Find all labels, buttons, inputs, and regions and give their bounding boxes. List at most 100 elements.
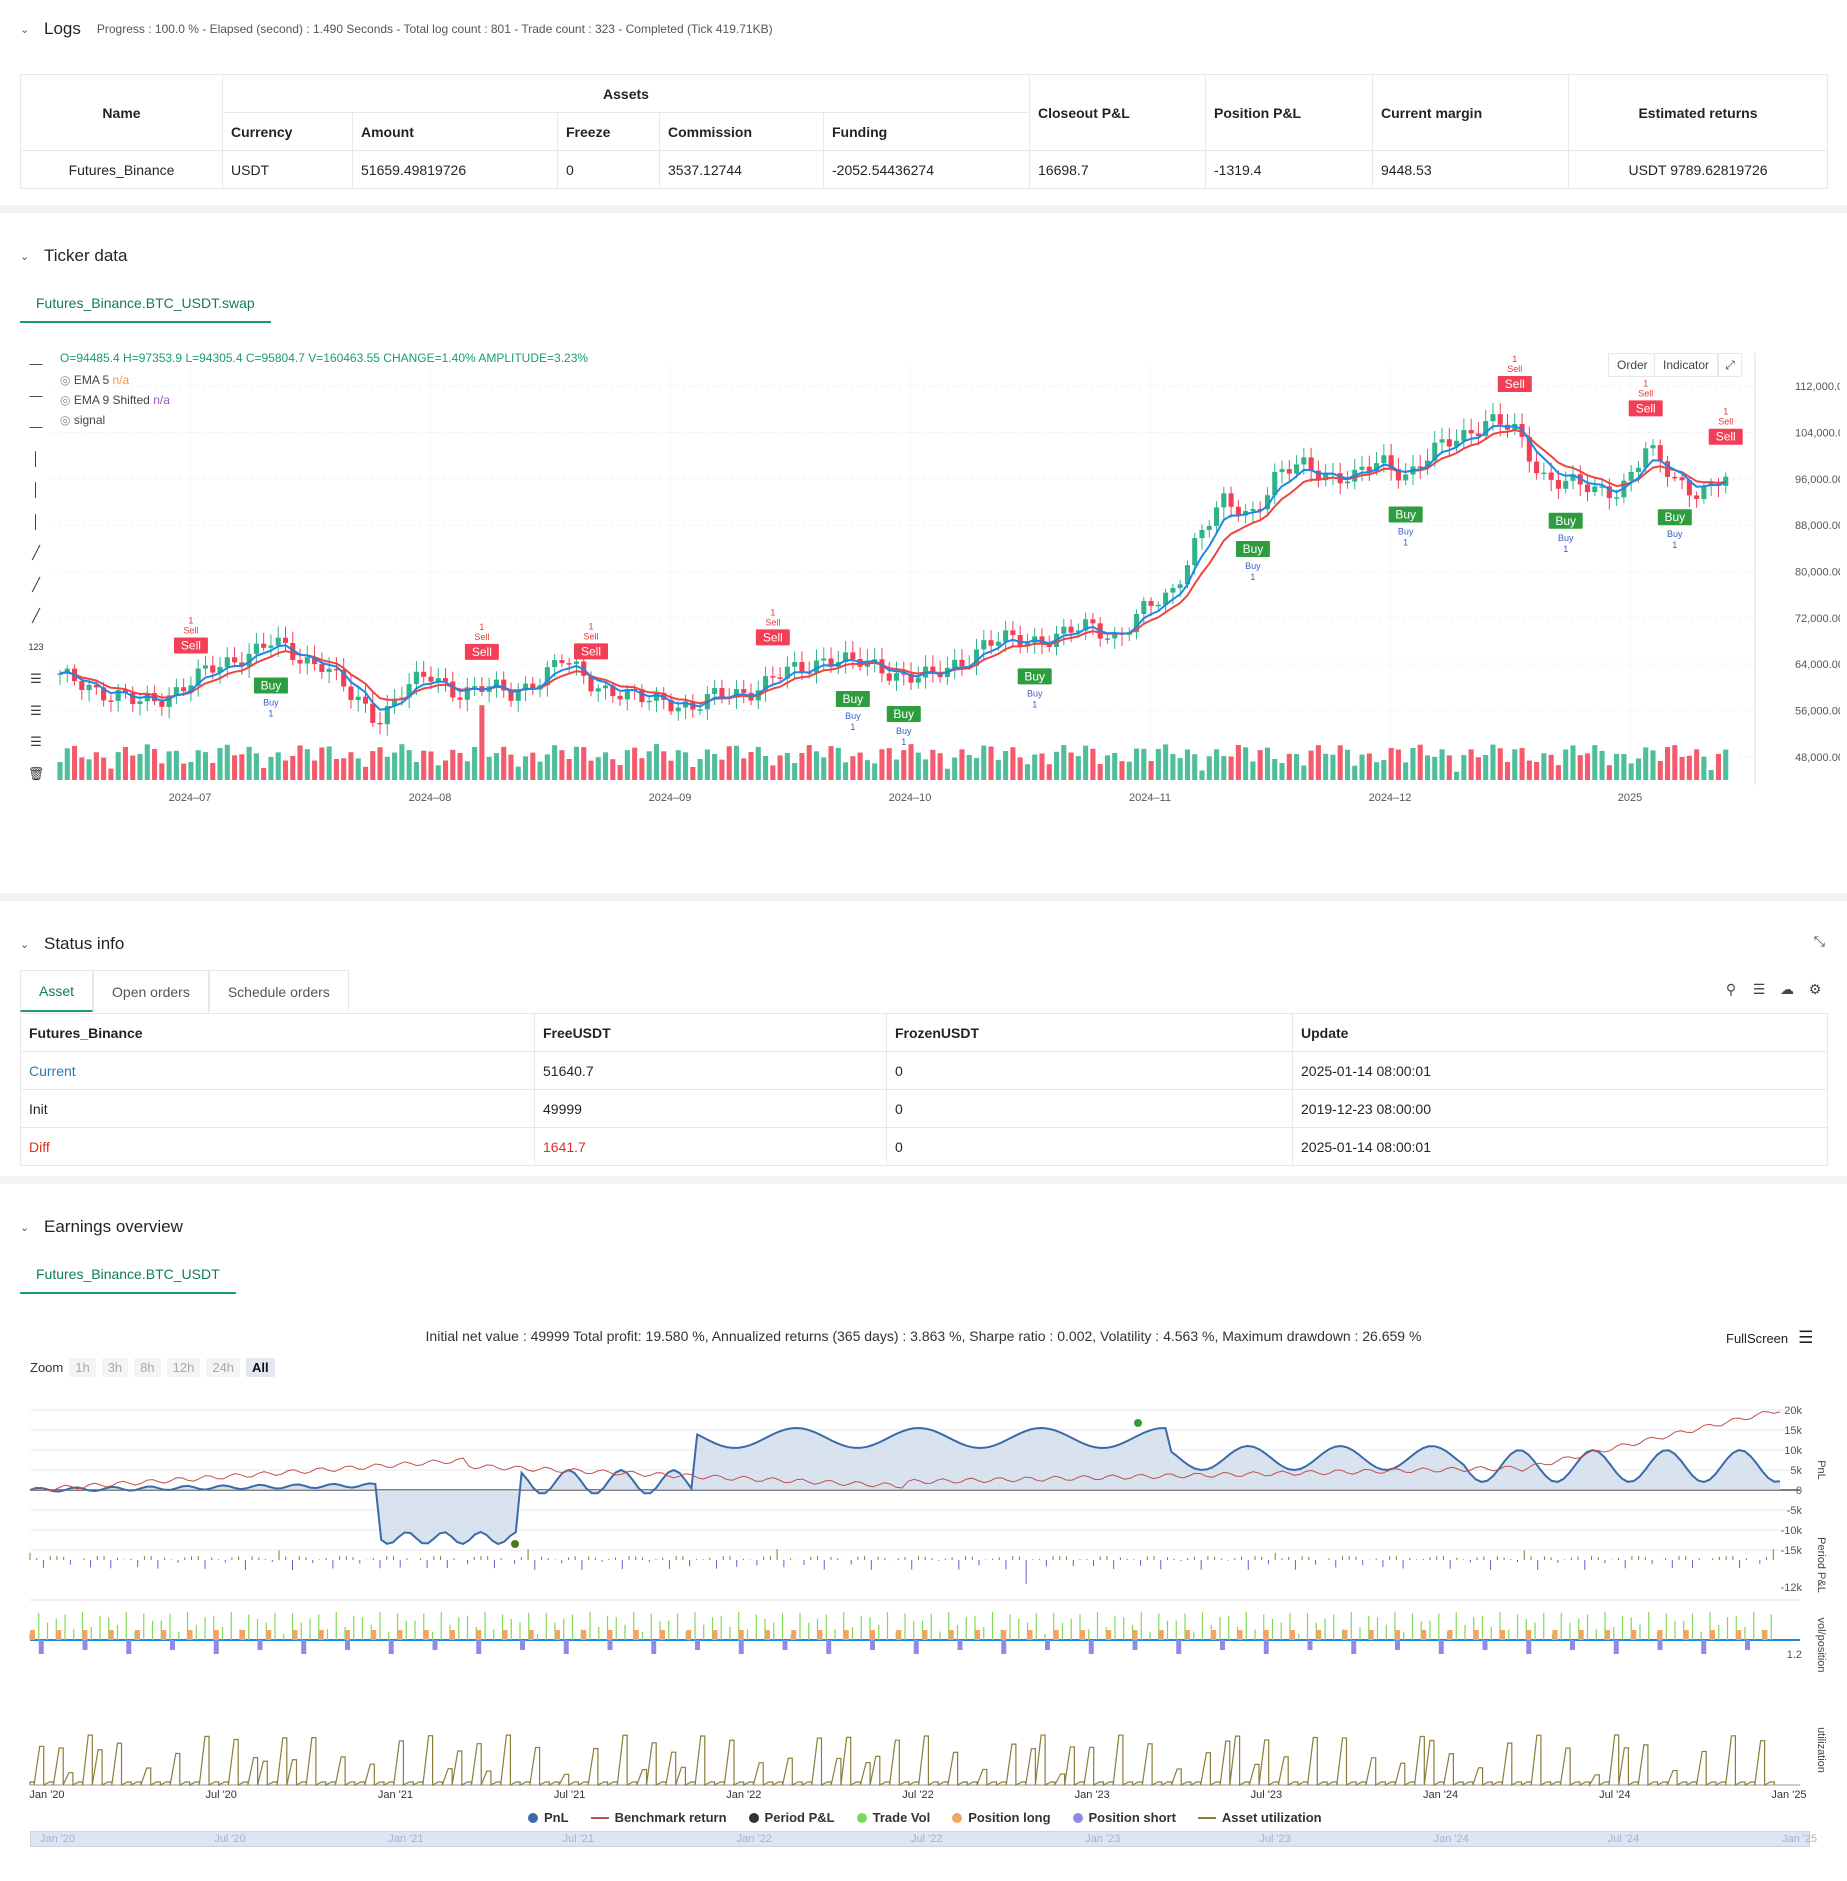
eye-icon[interactable]: ◎ xyxy=(60,393,74,407)
status-header[interactable]: ⌄ Status info xyxy=(20,929,124,959)
search-icon[interactable]: ⚲ xyxy=(1725,981,1737,997)
position-long-bar xyxy=(1500,1630,1505,1640)
candlestick-chart[interactable]: 112,000.00 104,000.00 96,000.00 88,000.00 80… xyxy=(40,353,1840,823)
chevron-down-icon[interactable]: ⌄ xyxy=(20,23,30,36)
vertical-ray-tool-icon[interactable]: │ xyxy=(31,482,41,497)
position-long-bar xyxy=(1421,1630,1427,1640)
legend-item[interactable]: PnL xyxy=(528,1810,569,1825)
candle-body xyxy=(1417,466,1423,468)
candle-body xyxy=(799,662,805,673)
indicator-legend-item[interactable]: ◎ signal xyxy=(60,410,170,430)
legend-swatch-icon xyxy=(590,1816,609,1819)
panel-side-label: PnL xyxy=(1815,1460,1827,1480)
horizontal-line-tool-icon[interactable]: — xyxy=(29,356,43,371)
candle-body xyxy=(333,668,339,671)
tab-schedule-orders[interactable]: Schedule orders xyxy=(208,970,349,1012)
trash-icon[interactable]: 🗑 xyxy=(27,765,45,781)
tab-open-orders[interactable]: Open orders xyxy=(93,970,209,1012)
fullscreen-icon[interactable]: ⤢ xyxy=(1718,353,1742,377)
candle xyxy=(1628,465,1634,492)
indicator-button[interactable]: Indicator xyxy=(1654,353,1719,377)
fullscreen-button[interactable]: FullScreen ☰ xyxy=(1726,1328,1813,1348)
candle xyxy=(1308,447,1314,482)
volume-bar xyxy=(232,755,238,780)
zoom-24h[interactable]: 24h xyxy=(206,1358,241,1377)
eye-icon[interactable]: ◎ xyxy=(60,413,74,427)
col-name: Name xyxy=(20,74,223,151)
position-long-bar xyxy=(1526,1630,1532,1640)
volume-bar xyxy=(1555,765,1561,780)
signal-name: Sell xyxy=(183,625,198,635)
zoom-3h[interactable]: 3h xyxy=(101,1358,129,1377)
zoom-12h[interactable]: 12h xyxy=(166,1358,201,1377)
zoom-8h[interactable]: 8h xyxy=(134,1358,161,1377)
cloud-download-icon[interactable]: ☁ xyxy=(1780,981,1794,997)
segment-tool-icon[interactable]: ╱ xyxy=(32,608,40,623)
volume-bar xyxy=(777,755,783,780)
candle-body xyxy=(442,678,449,682)
horizontal-ray-tool-icon[interactable]: — xyxy=(29,387,43,403)
volume-bar xyxy=(1570,745,1576,780)
position-long-bar xyxy=(1657,1630,1663,1640)
vertical-line-tool-icon[interactable]: │ xyxy=(31,450,41,466)
price-channel-tool-icon[interactable]: ☰ xyxy=(30,734,42,749)
candle-body xyxy=(79,681,85,691)
candle-body xyxy=(1344,481,1351,484)
fib-tool-icon[interactable]: ☰ xyxy=(30,702,42,718)
tab-asset[interactable]: Asset xyxy=(20,970,94,1012)
trend-line-tool-icon[interactable]: ╱ xyxy=(32,545,40,560)
list-icon[interactable]: ☰ xyxy=(1752,981,1766,997)
ticker-header[interactable]: ⌄ Ticker data xyxy=(20,241,127,271)
position-short-bar xyxy=(607,1640,613,1650)
zoom-label: Zoom xyxy=(30,1360,64,1375)
candle-body xyxy=(472,686,478,688)
volume-bar xyxy=(333,758,339,780)
candle-body xyxy=(697,709,703,711)
legend-item[interactable]: Position long xyxy=(952,1810,1051,1825)
range-navigator[interactable] xyxy=(30,1831,1810,1847)
candle-body xyxy=(552,660,558,668)
candle-body xyxy=(617,695,623,700)
collapse-icon[interactable]: ⤡ xyxy=(1813,933,1825,949)
volume-bar xyxy=(1468,749,1474,780)
gear-icon[interactable]: ⚙ xyxy=(1808,981,1822,997)
parallel-channel-tool-icon[interactable]: ☰ xyxy=(30,671,42,686)
eye-icon[interactable]: ◎ xyxy=(60,373,74,387)
vertical-segment-tool-icon[interactable]: │ xyxy=(31,513,41,529)
tab-earnings-symbol[interactable]: Futures_Binance.BTC_USDT xyxy=(20,1256,236,1294)
indicator-legend-item[interactable]: ◎ EMA 9 Shifted n/a xyxy=(60,390,170,410)
legend-item[interactable]: Benchmark return xyxy=(590,1810,727,1825)
position-short-bar xyxy=(1176,1640,1182,1654)
legend-item[interactable]: Asset utilization xyxy=(1197,1810,1322,1825)
horizontal-segment-tool-icon[interactable]: — xyxy=(29,419,43,434)
logs-header[interactable]: ⌄ Logs Progress : 100.0 % - Elapsed (sec… xyxy=(20,14,773,44)
candle-body xyxy=(326,668,332,672)
legend-item[interactable]: Position short xyxy=(1072,1810,1176,1825)
tab-ticker-symbol[interactable]: Futures_Binance.BTC_USDT.swap xyxy=(20,285,271,323)
volume-bar xyxy=(1192,754,1198,780)
volume-bar xyxy=(108,768,114,780)
chevron-down-icon[interactable]: ⌄ xyxy=(20,938,30,951)
volume-bar xyxy=(1032,754,1038,780)
volume-bar xyxy=(1337,745,1343,780)
menu-icon[interactable]: ☰ xyxy=(1798,1328,1814,1347)
chevron-down-icon[interactable]: ⌄ xyxy=(20,250,30,263)
price-line-tool-icon[interactable]: 123 xyxy=(28,641,44,652)
buy-tag-label: Buy xyxy=(1395,507,1416,521)
candle xyxy=(1672,471,1678,482)
volume-bar xyxy=(421,750,427,780)
legend-item[interactable]: Trade Vol xyxy=(856,1810,930,1825)
chevron-down-icon[interactable]: ⌄ xyxy=(20,1221,30,1234)
indicator-legend-item[interactable]: ◎ EMA 5 n/a xyxy=(60,370,170,390)
legend-item[interactable]: Period P&L xyxy=(748,1810,835,1825)
candle xyxy=(1170,583,1176,605)
logs-title: Logs xyxy=(44,19,81,38)
earnings-header[interactable]: ⌄ Earnings overview xyxy=(20,1212,183,1242)
zoom-all[interactable]: All xyxy=(246,1358,275,1377)
col-assets: Assets xyxy=(222,74,1030,113)
earnings-chart[interactable]: 20k 15k 10k 5k 0 -5k -10k -15k -12k 1.2 Jan '20 Jul… xyxy=(0,1385,1847,1800)
position-long-bar xyxy=(817,1630,823,1640)
candle xyxy=(246,643,252,679)
zoom-1h[interactable]: 1h xyxy=(69,1358,96,1377)
ray-tool-icon[interactable]: ╱ xyxy=(32,576,40,592)
